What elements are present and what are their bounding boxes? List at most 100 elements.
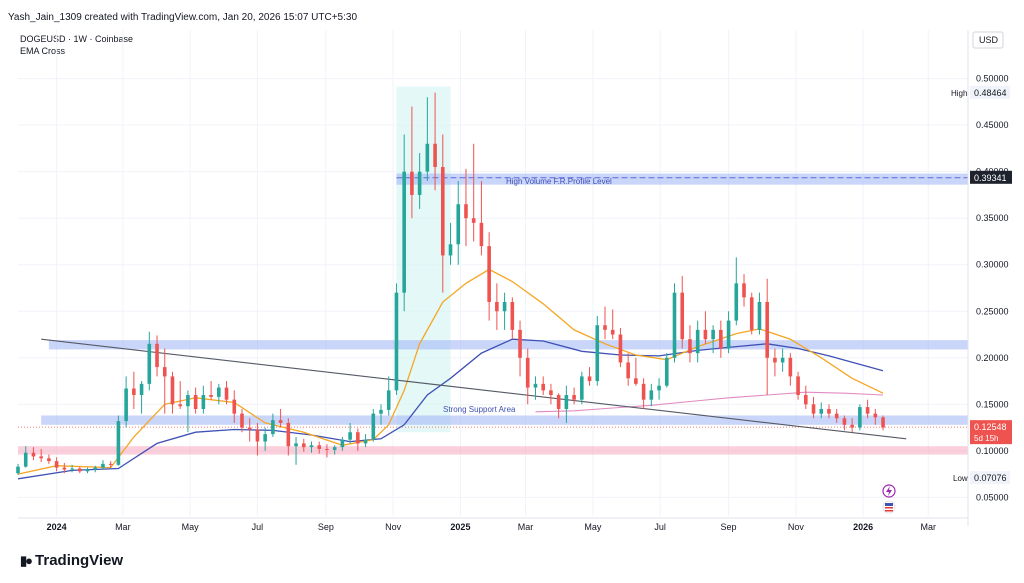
candle-body bbox=[363, 439, 368, 444]
x-tick-label: Nov bbox=[385, 522, 402, 532]
chart-credit: Yash_Jain_1309 created with TradingView.… bbox=[8, 12, 358, 23]
support-annotation: Strong Support Area bbox=[443, 405, 516, 414]
candle-body bbox=[178, 404, 182, 407]
candle-body bbox=[533, 383, 538, 388]
candle-body bbox=[541, 383, 546, 391]
candle-body bbox=[464, 204, 468, 219]
descending-trendline bbox=[41, 338, 907, 440]
candle-body bbox=[726, 320, 731, 349]
candle-body bbox=[101, 463, 105, 468]
candle-body bbox=[247, 427, 252, 430]
y-tick-label: 0.35000 bbox=[976, 213, 1009, 223]
x-tick-label: Jul bbox=[252, 522, 264, 532]
candle-body bbox=[47, 458, 51, 462]
candle-body bbox=[881, 417, 885, 428]
flag-blue-icon bbox=[885, 503, 893, 506]
price-chart[interactable]: 0.500000.450000.400000.350000.300000.250… bbox=[0, 0, 1024, 540]
candle-body bbox=[309, 445, 314, 448]
zone-hvp_line bbox=[396, 173, 968, 185]
hvp-annotation: High Volume F.R.Profile Level bbox=[506, 177, 612, 186]
zone-resistance bbox=[48, 340, 969, 350]
zone-pink_demand bbox=[18, 446, 968, 455]
candle-body bbox=[834, 413, 839, 419]
candle-body bbox=[356, 432, 360, 444]
candle-body bbox=[719, 329, 723, 349]
candle-body bbox=[232, 399, 237, 414]
y-tick-label: 0.20000 bbox=[976, 353, 1009, 363]
low-value-box bbox=[970, 471, 1010, 485]
candle-body bbox=[217, 387, 221, 397]
ema-fast-line bbox=[17, 268, 884, 475]
y-tick-label: 0.10000 bbox=[976, 446, 1009, 456]
candle-body bbox=[332, 447, 337, 450]
candle-body bbox=[819, 408, 824, 414]
currency-box bbox=[972, 31, 1004, 49]
candle-body bbox=[417, 171, 422, 195]
candle-body bbox=[634, 378, 638, 384]
candle-body bbox=[325, 448, 329, 450]
y-tick-label: 0.45000 bbox=[976, 120, 1009, 130]
candle-body bbox=[116, 421, 121, 465]
candle-body bbox=[240, 413, 244, 428]
candle-body bbox=[626, 362, 630, 379]
candle-body bbox=[610, 329, 615, 335]
candle-body bbox=[827, 408, 831, 414]
candle-body bbox=[348, 432, 352, 440]
candle-body bbox=[471, 218, 476, 223]
candle-body bbox=[711, 329, 715, 340]
candle-body bbox=[657, 385, 661, 391]
candle-body bbox=[255, 429, 260, 442]
x-tick-label: 2026 bbox=[853, 522, 873, 532]
candle-body bbox=[394, 292, 399, 391]
candle-body bbox=[487, 246, 491, 302]
candle-body bbox=[749, 297, 754, 330]
candle-body bbox=[448, 244, 453, 256]
candle-body bbox=[23, 452, 28, 467]
candle-body bbox=[865, 407, 870, 414]
x-tick-label: May bbox=[182, 522, 200, 532]
indicator-label[interactable]: EMA Cross bbox=[20, 46, 66, 56]
candle-body bbox=[54, 461, 59, 468]
candle-body bbox=[70, 468, 74, 470]
candle-body bbox=[842, 418, 847, 425]
high-value: 0.48464 bbox=[974, 88, 1007, 98]
brand-name: TradingView bbox=[35, 552, 124, 569]
candle-body bbox=[580, 376, 584, 400]
candle-body bbox=[549, 390, 553, 396]
candle-body bbox=[502, 301, 507, 312]
candle-body bbox=[510, 301, 515, 330]
candle-body bbox=[765, 301, 769, 358]
candle-body bbox=[850, 424, 854, 428]
flag-stripe-icon bbox=[885, 510, 893, 512]
low-value: 0.07076 bbox=[974, 473, 1007, 483]
candle-body bbox=[788, 357, 793, 377]
candle-body bbox=[703, 329, 708, 340]
high-tag: High bbox=[951, 89, 967, 98]
candle-body bbox=[77, 468, 82, 472]
candle-body bbox=[440, 167, 445, 256]
candle-body bbox=[572, 395, 576, 400]
candle-body bbox=[641, 383, 646, 400]
candle-body bbox=[317, 445, 322, 449]
countdown: 5d 15h bbox=[974, 434, 998, 443]
y-tick-label: 0.15000 bbox=[976, 399, 1009, 409]
x-tick-label: 2025 bbox=[450, 522, 470, 532]
x-tick-label: Jul bbox=[654, 522, 666, 532]
candle-body bbox=[695, 329, 700, 354]
candle-body bbox=[664, 357, 669, 386]
candle-body bbox=[294, 443, 298, 447]
candle-body bbox=[742, 283, 746, 298]
candle-body bbox=[108, 463, 113, 465]
level-price-box bbox=[970, 170, 1012, 184]
candle-body bbox=[688, 339, 692, 354]
symbol-line[interactable]: DOGEUSD · 1W · Coinbase bbox=[20, 34, 134, 44]
candle-body bbox=[525, 357, 530, 388]
candle-body bbox=[186, 395, 190, 407]
lightning-icon bbox=[886, 486, 892, 496]
candle-body bbox=[201, 395, 206, 409]
x-tick-label: May bbox=[584, 522, 602, 532]
tradingview-logo: ▮● TradingView bbox=[20, 552, 123, 569]
candle-body bbox=[224, 387, 229, 400]
candle-body bbox=[301, 443, 306, 448]
candle-body bbox=[371, 413, 376, 440]
